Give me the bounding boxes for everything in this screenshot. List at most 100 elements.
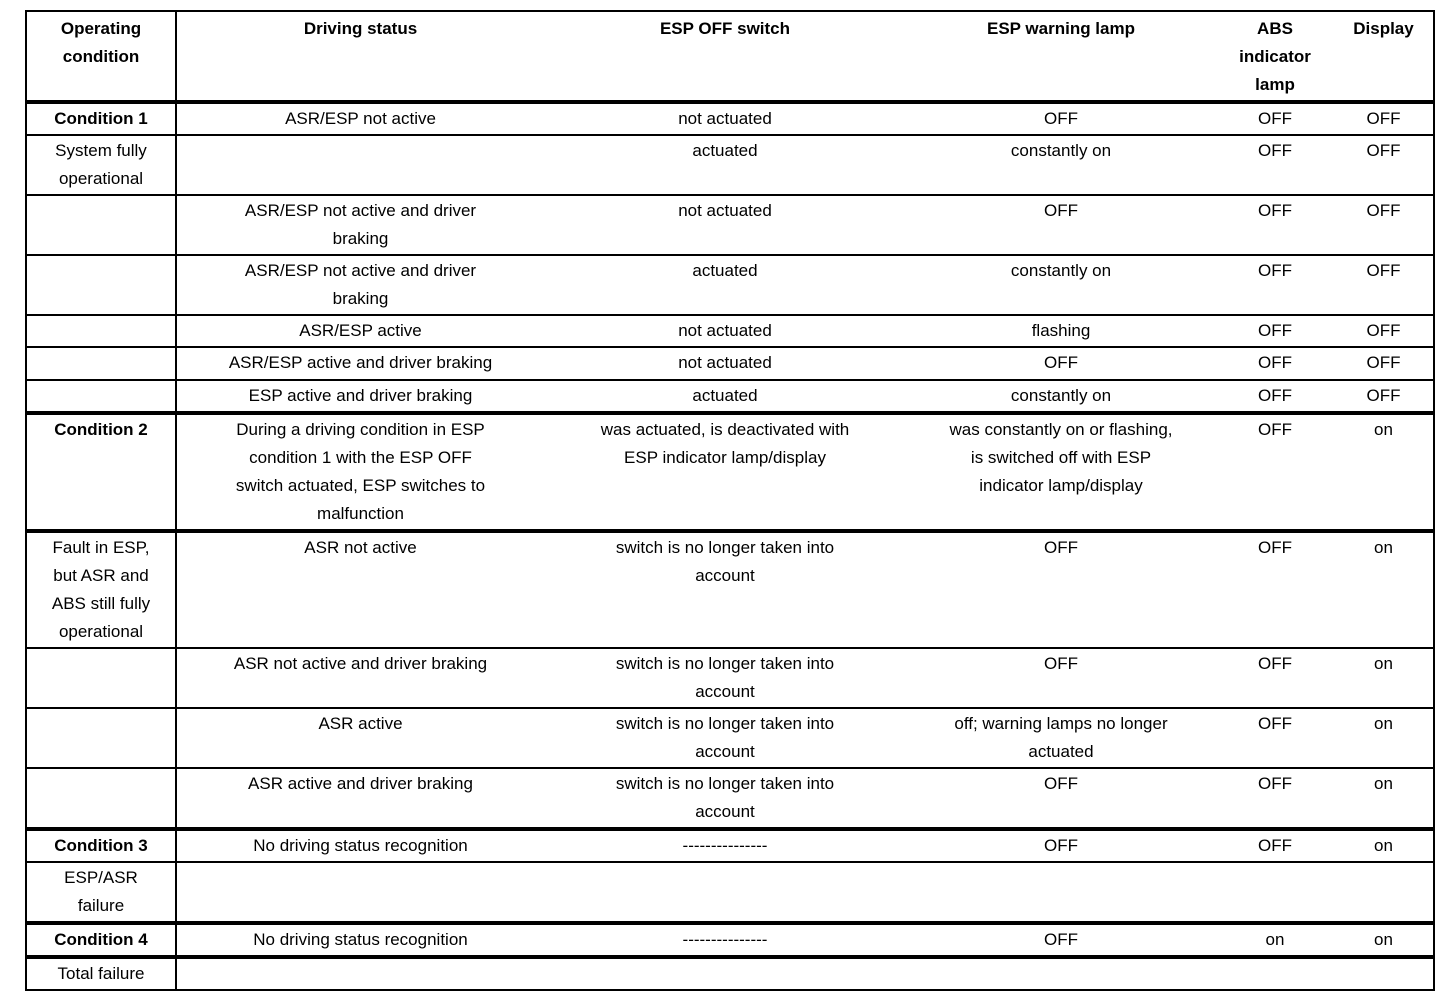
- cell-operating-condition: [26, 647, 177, 708]
- cell-esp-off-switch: not actuated: [544, 194, 906, 255]
- cell-esp-warning-lamp: OFF: [906, 529, 1216, 648]
- table-row: ASR active and driver braking switch is …: [26, 767, 1434, 829]
- cell-operating-condition: Condition 1: [26, 100, 177, 135]
- cell-esp-off-switch: ---------------: [544, 827, 906, 862]
- cell-abs-indicator-lamp: OFF: [1216, 529, 1334, 648]
- cell-operating-condition: [26, 314, 177, 347]
- cell-driving-status: ASR/ESP not active and driver braking: [176, 194, 544, 255]
- row-system-fully-operational: System fully operational actuated consta…: [26, 134, 1434, 195]
- cell-abs-indicator-lamp: OFF: [1216, 411, 1334, 531]
- cell-driving-status: [176, 861, 544, 923]
- cell-esp-off-switch: not actuated: [544, 346, 906, 380]
- cell-display: on: [1334, 921, 1434, 957]
- cell-esp-off-switch: switch is no longer taken into account: [544, 767, 906, 829]
- table-row: ASR/ESP not active and driver braking ac…: [26, 254, 1434, 315]
- header-esp-off-switch: ESP OFF switch: [659, 19, 791, 38]
- cell-display: OFF: [1334, 100, 1434, 135]
- cell-operating-condition: [26, 346, 177, 380]
- table-row: ASR/ESP not active and driver braking no…: [26, 194, 1434, 255]
- cell-esp-warning-lamp: constantly on: [906, 379, 1216, 413]
- esp-operating-conditions-table: Operating condition Driving status ESP O…: [25, 10, 1435, 991]
- cell-esp-off-switch: not actuated: [544, 314, 906, 347]
- cell-abs-indicator-lamp: OFF: [1216, 194, 1334, 255]
- row-condition-4: Condition 4 No driving status recognitio…: [26, 921, 1434, 957]
- cell-operating-condition: [26, 767, 177, 829]
- cell-operating-condition: Total failure: [26, 955, 177, 990]
- cell-abs-indicator-lamp: [1216, 955, 1334, 990]
- header-driving-status: Driving status: [303, 19, 418, 38]
- cell-operating-condition: Fault in ESP, but ASR and ABS still full…: [26, 529, 177, 648]
- cell-esp-warning-lamp: OFF: [906, 194, 1216, 255]
- header-row: Operating condition Driving status ESP O…: [26, 11, 1434, 102]
- cell-driving-status: ASR not active and driver braking: [176, 647, 544, 708]
- cell-operating-condition: Condition 2: [26, 411, 177, 531]
- cell-driving-status: [176, 134, 544, 195]
- table-row: ASR not active and driver braking switch…: [26, 647, 1434, 708]
- document-page: Operating condition Driving status ESP O…: [25, 10, 1435, 991]
- cell-esp-warning-lamp: was constantly on or flashing, is switch…: [906, 411, 1216, 531]
- cell-abs-indicator-lamp: OFF: [1216, 707, 1334, 768]
- cell-operating-condition: System fully operational: [26, 134, 177, 195]
- cell-display: on: [1334, 411, 1434, 531]
- cell-display: OFF: [1334, 134, 1434, 195]
- cell-display: on: [1334, 827, 1434, 862]
- header-abs-indicator-lamp: ABS indicator lamp: [1239, 19, 1311, 94]
- cell-driving-status: ASR/ESP active and driver braking: [176, 346, 544, 380]
- cell-esp-warning-lamp: [906, 861, 1216, 923]
- cell-operating-condition: [26, 379, 177, 413]
- cell-operating-condition: ESP/ASR failure: [26, 861, 177, 923]
- cell-esp-warning-lamp: OFF: [906, 827, 1216, 862]
- table-row: ASR active switch is no longer taken int…: [26, 707, 1434, 768]
- cell-display: on: [1334, 647, 1434, 708]
- cell-esp-warning-lamp: off; warning lamps no longer actuated: [906, 707, 1216, 768]
- cell-operating-condition: [26, 254, 177, 315]
- cell-esp-warning-lamp: flashing: [906, 314, 1216, 347]
- cell-driving-status: ESP active and driver braking: [176, 379, 544, 413]
- cell-display: OFF: [1334, 379, 1434, 413]
- cell-abs-indicator-lamp: OFF: [1216, 134, 1334, 195]
- row-condition-1: Condition 1 ASR/ESP not active not actua…: [26, 100, 1434, 135]
- cell-display: OFF: [1334, 314, 1434, 347]
- cell-abs-indicator-lamp: OFF: [1216, 346, 1334, 380]
- cell-esp-off-switch: actuated: [544, 254, 906, 315]
- row-esp-asr-failure: ESP/ASR failure: [26, 861, 1434, 923]
- cell-abs-indicator-lamp: OFF: [1216, 314, 1334, 347]
- header-esp-warning-lamp: ESP warning lamp: [986, 19, 1135, 38]
- cell-esp-warning-lamp: constantly on: [906, 254, 1216, 315]
- cell-driving-status: [176, 955, 544, 990]
- table-row: ASR/ESP active and driver braking not ac…: [26, 346, 1434, 380]
- header-operating-condition: Operating condition: [26, 11, 177, 102]
- cell-operating-condition: Condition 4: [26, 921, 177, 957]
- cell-esp-warning-lamp: constantly on: [906, 134, 1216, 195]
- cell-esp-warning-lamp: OFF: [906, 346, 1216, 380]
- cell-operating-condition: Condition 3: [26, 827, 177, 862]
- cell-esp-warning-lamp: [906, 955, 1216, 990]
- cell-driving-status: ASR/ESP not active and driver braking: [176, 254, 544, 315]
- cell-esp-off-switch: actuated: [544, 379, 906, 413]
- cell-abs-indicator-lamp: OFF: [1216, 647, 1334, 708]
- cell-esp-warning-lamp: OFF: [906, 767, 1216, 829]
- cell-esp-warning-lamp: OFF: [906, 921, 1216, 957]
- cell-display: OFF: [1334, 346, 1434, 380]
- cell-display: on: [1334, 529, 1434, 648]
- cell-display: OFF: [1334, 194, 1434, 255]
- row-fault-in-esp: Fault in ESP, but ASR and ABS still full…: [26, 529, 1434, 648]
- cell-esp-off-switch: actuated: [544, 134, 906, 195]
- cell-abs-indicator-lamp: on: [1216, 921, 1334, 957]
- cell-abs-indicator-lamp: OFF: [1216, 379, 1334, 413]
- cell-driving-status: ASR active and driver braking: [176, 767, 544, 829]
- cell-esp-off-switch: switch is no longer taken into account: [544, 707, 906, 768]
- cell-display: OFF: [1334, 254, 1434, 315]
- cell-driving-status: ASR not active: [176, 529, 544, 648]
- cell-display: [1334, 861, 1434, 923]
- row-condition-2: Condition 2 During a driving condition i…: [26, 411, 1434, 531]
- cell-operating-condition: [26, 194, 177, 255]
- cell-abs-indicator-lamp: OFF: [1216, 767, 1334, 829]
- table-row: ESP active and driver braking actuated c…: [26, 379, 1434, 413]
- cell-esp-off-switch: [544, 861, 906, 923]
- row-condition-3: Condition 3 No driving status recognitio…: [26, 827, 1434, 862]
- cell-driving-status: ASR active: [176, 707, 544, 768]
- cell-esp-off-switch: ---------------: [544, 921, 906, 957]
- cell-display: on: [1334, 707, 1434, 768]
- cell-display: on: [1334, 767, 1434, 829]
